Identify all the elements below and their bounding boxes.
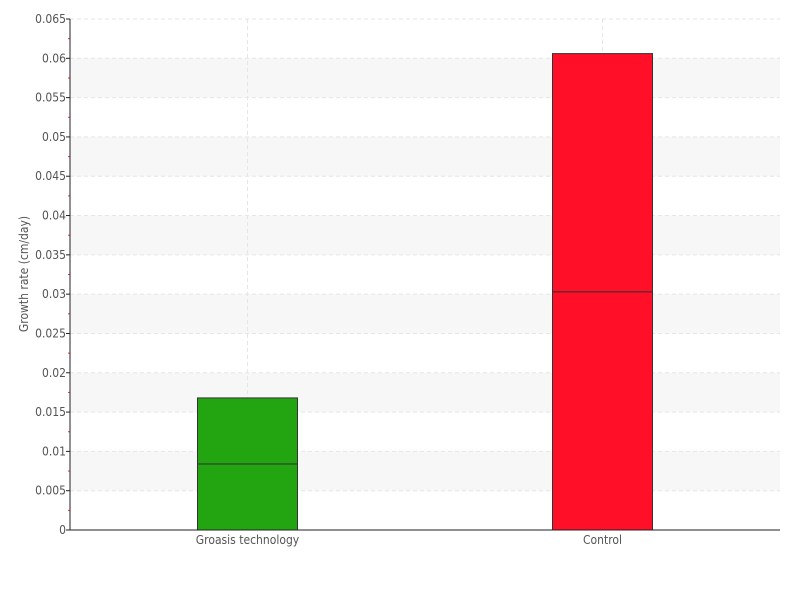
grid-band [70, 294, 780, 334]
y-tick-label: 0.04 [42, 209, 66, 223]
y-tick-label: 0.06 [42, 51, 66, 65]
bars [197, 53, 653, 531]
y-tick-label: 0 [59, 523, 66, 537]
grid-bands [70, 58, 780, 491]
y-tick-label: 0.005 [35, 484, 66, 498]
bar-segment [197, 463, 298, 531]
x-tick-label: Groasis technology [196, 533, 300, 547]
grid-band [70, 372, 780, 413]
bar-segment [197, 397, 298, 465]
y-axis-label: Growth rate (cm/day) [17, 216, 31, 332]
y-tick-label: 0.065 [35, 12, 66, 26]
grid-band [70, 451, 780, 491]
x-tick-labels: Groasis technology Control [196, 533, 622, 547]
grid-band [70, 215, 780, 255]
x-tick-label: Control [583, 533, 622, 547]
y-tick-label: 0.035 [35, 248, 66, 262]
bar-segment [552, 291, 653, 531]
y-tick-label: 0.025 [35, 326, 66, 340]
y-tick-labels: 0 0.005 0.01 0.015 0.02 0.025 0.03 0.035 0.04 0.0… [35, 12, 66, 537]
grid-band [70, 136, 780, 177]
bar-segment [552, 53, 653, 293]
y-tick-label: 0.03 [42, 287, 66, 301]
y-tick-label: 0.015 [35, 405, 66, 419]
axes [66, 18, 780, 531]
y-tick-label: 0.01 [42, 444, 66, 458]
y-tick-label: 0.045 [35, 169, 66, 183]
y-tick-label: 0.05 [42, 130, 66, 144]
grid-band [70, 58, 780, 98]
y-tick-label: 0.055 [35, 91, 66, 105]
y-tick-label: 0.02 [42, 366, 66, 380]
